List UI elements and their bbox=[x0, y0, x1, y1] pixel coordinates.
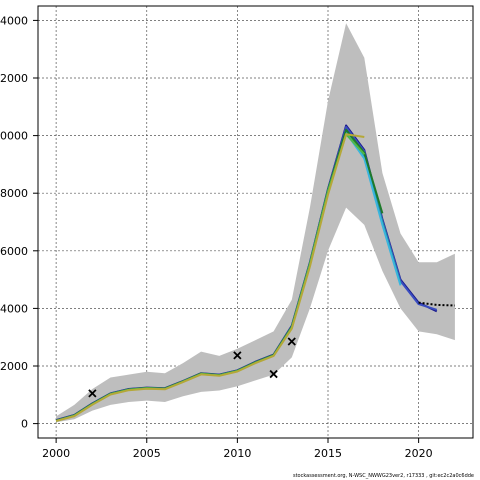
footnote: stockassessment.org, N-WSC_NWWG23ver2, r… bbox=[293, 473, 474, 479]
x-tick-label-3: 2015 bbox=[314, 447, 342, 460]
x-tick-label-4: 2020 bbox=[405, 447, 433, 460]
observation-point-3 bbox=[269, 369, 278, 379]
y-tick-label-4: 8000 bbox=[0, 187, 28, 200]
y-axis: 0 2000 4000 6000 8000 10000 12000 14000 bbox=[0, 14, 38, 431]
confidence-band-area bbox=[56, 23, 455, 423]
y-tick-label-7: 14000 bbox=[0, 14, 28, 27]
x-tick-label-2: 2010 bbox=[223, 447, 251, 460]
y-tick-label-0: 0 bbox=[21, 418, 28, 431]
series-line-7 bbox=[55, 133, 365, 422]
confidence-band bbox=[56, 23, 455, 423]
x-tick-label-1: 2005 bbox=[133, 447, 161, 460]
observation-point-1 bbox=[88, 389, 97, 398]
y-tick-label-2: 4000 bbox=[0, 302, 28, 315]
x-axis: 2000 2005 2010 2015 2020 bbox=[42, 438, 433, 460]
plot-frame bbox=[37, 5, 474, 439]
observations-layer bbox=[88, 337, 296, 398]
y-tick-label-6: 12000 bbox=[0, 72, 28, 85]
observation-point-2 bbox=[233, 351, 242, 360]
grid bbox=[38, 6, 473, 438]
y-tick-label-5: 10000 bbox=[0, 130, 28, 143]
observation-point-4 bbox=[287, 337, 296, 346]
y-tick-label-1: 2000 bbox=[0, 360, 28, 373]
x-tick-label-0: 2000 bbox=[42, 447, 70, 460]
y-tick-label-3: 6000 bbox=[0, 245, 28, 258]
series-layer bbox=[55, 124, 438, 422]
